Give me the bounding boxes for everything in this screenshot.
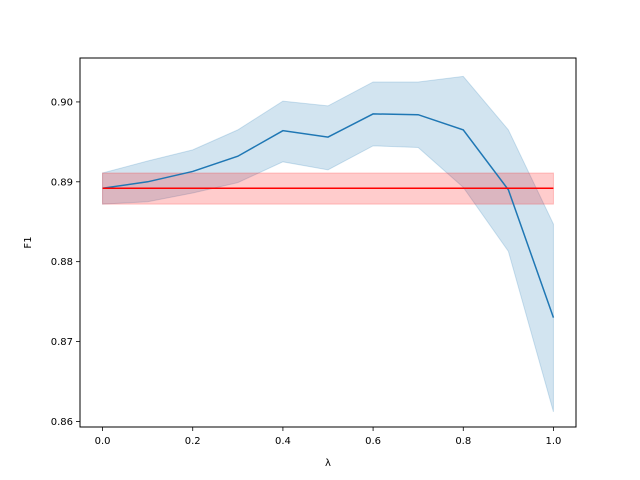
plot-frame bbox=[79, 57, 577, 428]
y-tick-label: 0.88 bbox=[51, 257, 73, 268]
x-tick-label: 0.8 bbox=[455, 436, 471, 447]
x-tick-label: 0.2 bbox=[185, 436, 201, 447]
y-tick-label: 0.90 bbox=[51, 97, 73, 108]
x-axis-label: λ bbox=[325, 458, 331, 469]
x-tick-label: 0.6 bbox=[365, 436, 381, 447]
y-tick-label: 0.87 bbox=[51, 337, 73, 348]
y-tick-label: 0.86 bbox=[51, 417, 73, 428]
y-axis-label: F1 bbox=[23, 236, 34, 248]
series-0-line bbox=[102, 113, 555, 318]
series-lines bbox=[102, 113, 555, 318]
y-axis-ticks: 0.86 0.87 0.88 0.89 0.90 bbox=[51, 97, 80, 428]
confidence-bands bbox=[102, 75, 554, 412]
x-axis-ticks: 0.0 0.2 0.4 0.6 0.8 1.0 bbox=[95, 427, 562, 447]
x-tick-label: 0.0 bbox=[95, 436, 111, 447]
series-0-confidence-band bbox=[102, 75, 554, 412]
x-tick-label: 0.4 bbox=[275, 436, 291, 447]
x-tick-label: 1.0 bbox=[546, 436, 562, 447]
y-tick-label: 0.89 bbox=[51, 177, 73, 188]
